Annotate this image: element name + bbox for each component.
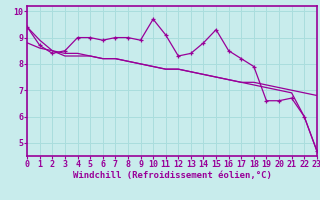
X-axis label: Windchill (Refroidissement éolien,°C): Windchill (Refroidissement éolien,°C) bbox=[73, 171, 271, 180]
